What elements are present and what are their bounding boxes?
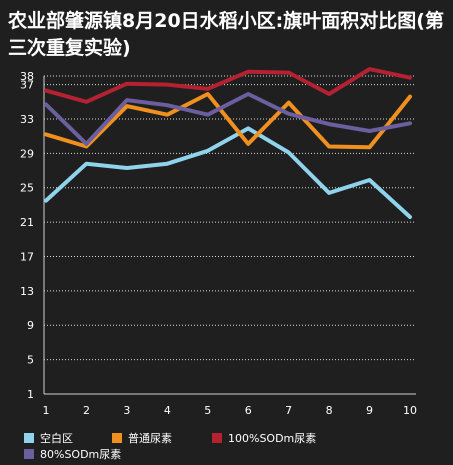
- x-tick-label-1: 1: [43, 404, 50, 417]
- x-tick-label-3: 3: [123, 404, 130, 417]
- legend-item-blank: 空白区: [24, 430, 73, 446]
- y-tick-label-37: 37: [20, 79, 34, 92]
- x-tick-label-10: 10: [403, 404, 417, 417]
- legend-swatch-80-sodm-urea: [24, 449, 34, 459]
- legend-label-normal-urea: 普通尿素: [128, 432, 172, 445]
- series-line-normal-urea: [44, 92, 412, 150]
- y-tick-label-9: 9: [27, 319, 34, 332]
- legend-swatch-normal-urea: [112, 433, 122, 443]
- legend-label-blank: 空白区: [40, 432, 73, 445]
- y-tick-label-33: 33: [20, 113, 34, 126]
- x-tick-label-4: 4: [164, 404, 171, 417]
- x-tick-label-7: 7: [285, 404, 292, 417]
- y-tick-label-1: 1: [27, 388, 34, 401]
- x-tick-label-6: 6: [245, 404, 252, 417]
- y-tick-label-17: 17: [20, 250, 34, 263]
- y-tick-label-38: 38: [20, 70, 34, 83]
- series-line-blank: [44, 126, 412, 219]
- legend-swatch-100-sodm-urea: [212, 433, 222, 443]
- legend-label-80-sodm-urea: 80%SODm尿素: [40, 448, 122, 461]
- chart-title: 农业部肇源镇8月20日水稻小区:旗叶面积对比图(第三次重复实验): [8, 10, 444, 59]
- y-tick-label-29: 29: [20, 147, 34, 160]
- series-line-100-sodm-urea: [44, 67, 412, 104]
- legend-item-normal-urea: 普通尿素: [112, 430, 172, 446]
- legend-swatch-blank: [24, 433, 34, 443]
- legend-label-100-sodm-urea: 100%SODm尿素: [228, 432, 317, 445]
- y-tick-label-13: 13: [20, 285, 34, 298]
- x-tick-label-9: 9: [366, 404, 373, 417]
- legend-item-100-sodm-urea: 100%SODm尿素: [212, 430, 316, 446]
- y-tick-label-25: 25: [20, 182, 34, 195]
- series-line-80-sodm-urea: [44, 92, 412, 146]
- y-tick-label-5: 5: [27, 354, 34, 367]
- x-tick-label-8: 8: [326, 404, 333, 417]
- legend-item-80-sodm-urea: 80%SODm尿素: [24, 446, 121, 462]
- x-tick-label-2: 2: [83, 404, 90, 417]
- x-tick-label-5: 5: [204, 404, 211, 417]
- y-tick-label-21: 21: [20, 216, 34, 229]
- legend: 空白区 普通尿素 100%SODm尿素 80%SODm尿素: [24, 428, 444, 462]
